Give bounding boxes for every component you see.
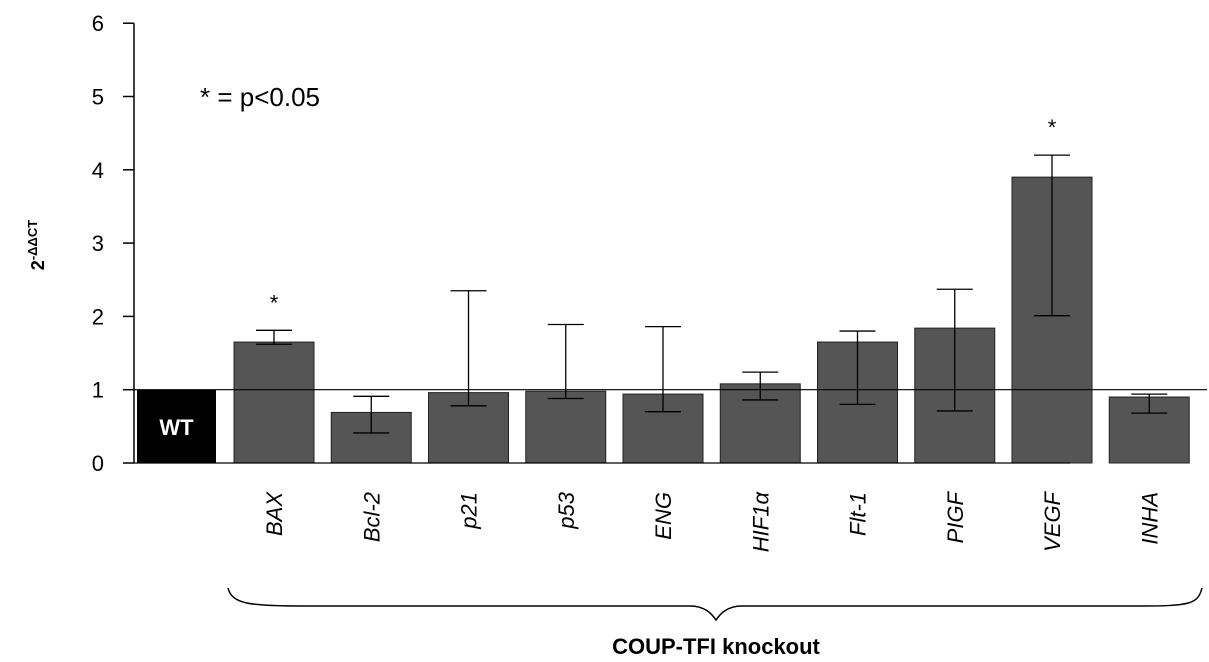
y-tick-label: 5 bbox=[92, 85, 104, 110]
y-tick-label: 6 bbox=[92, 11, 104, 36]
bars-group: WT bbox=[137, 176, 1190, 464]
x-tick-label: BAX bbox=[262, 491, 287, 536]
x-tick-label: VEGF bbox=[1040, 490, 1065, 551]
y-tick-label: 3 bbox=[92, 231, 104, 256]
x-tick-label: Flt-1 bbox=[846, 492, 871, 536]
y-axis-label-base: 2 bbox=[28, 260, 48, 270]
x-tick-label: HIF1α bbox=[748, 491, 773, 553]
group-label: COUP-TFI knockout bbox=[612, 634, 820, 659]
x-tick-label: Bcl-2 bbox=[359, 492, 384, 542]
y-tick-label: 2 bbox=[92, 304, 104, 329]
y-axis-label-exponent: -ΔΔCT bbox=[25, 220, 40, 260]
x-tick-label: p53 bbox=[554, 491, 579, 529]
y-tick-label: 1 bbox=[92, 378, 104, 403]
bar-p53 bbox=[525, 390, 607, 464]
bar-wt bbox=[137, 389, 216, 463]
x-tick-label: ENG bbox=[651, 492, 676, 540]
significance-note: * = p<0.05 bbox=[200, 82, 320, 112]
y-axis: 0 1 2 3 4 5 6 bbox=[92, 11, 135, 476]
bar-wt-label: WT bbox=[159, 415, 194, 440]
bar-bax bbox=[233, 341, 315, 464]
x-tick-label: INHA bbox=[1137, 492, 1162, 545]
error-bars-group bbox=[134, 154, 1207, 464]
x-tick-label: PIGF bbox=[943, 490, 968, 543]
category-labels: BAX Bcl-2 p21 p53 ENG HIF1α Flt-1 PIGF VEGF INHA bbox=[262, 490, 1162, 552]
significance-star: * bbox=[1048, 115, 1057, 140]
y-axis-label: 2-ΔΔCT bbox=[25, 220, 48, 270]
x-tick-label: p21 bbox=[457, 492, 482, 530]
y-tick-label: 4 bbox=[92, 158, 104, 183]
significance-star: * bbox=[270, 290, 279, 315]
significance-markers: ** bbox=[270, 115, 1057, 315]
group-brace bbox=[227, 587, 1203, 622]
y-tick-label: 0 bbox=[92, 451, 104, 476]
